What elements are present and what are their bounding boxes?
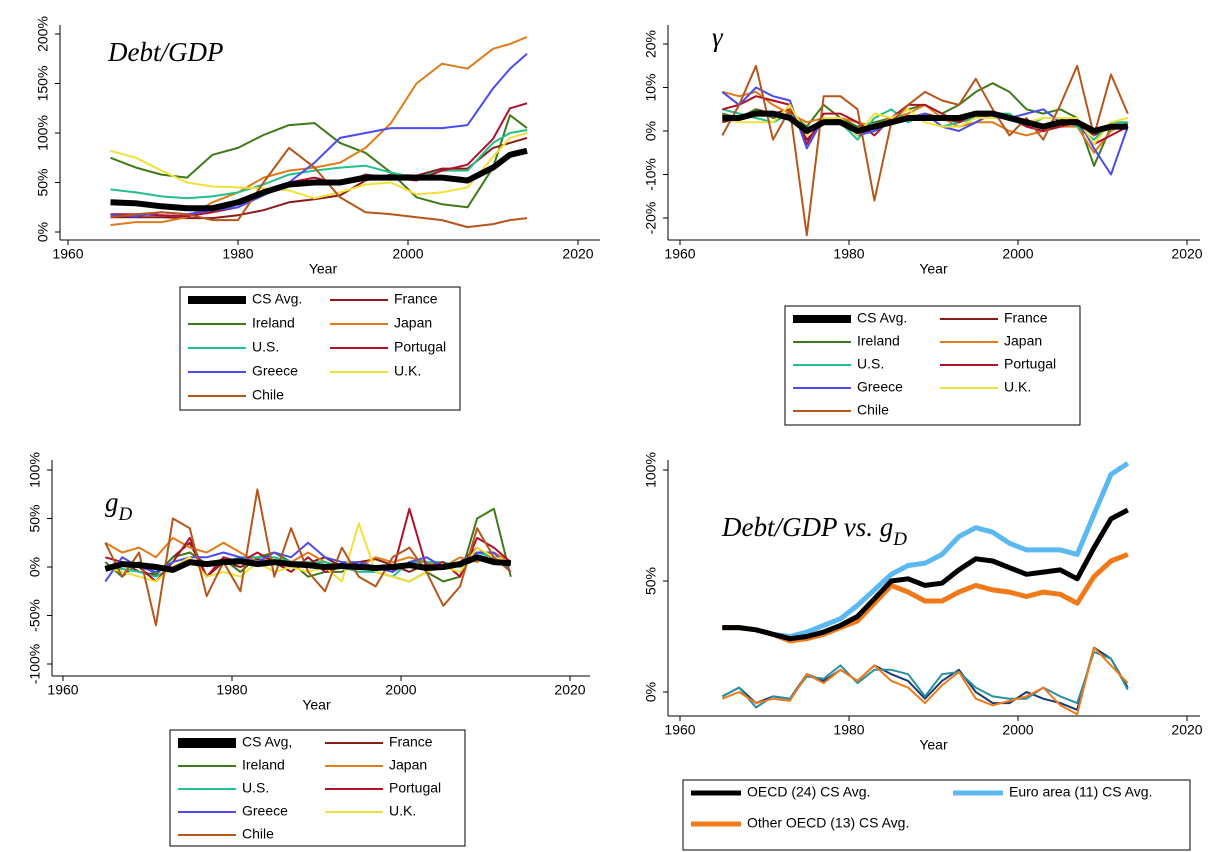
title-text: γ	[712, 22, 724, 52]
legend-label: Portugal	[394, 339, 446, 355]
legend-label: Greece	[242, 803, 288, 819]
title-text: Debt/GDP	[107, 37, 223, 67]
y-tick-label: -50%	[27, 599, 43, 632]
series-line	[722, 461, 1130, 639]
series-line	[110, 114, 528, 209]
legend-label: Other OECD (13) CS Avg.	[747, 815, 909, 831]
x-axis-label: Year	[302, 697, 331, 713]
series-line	[721, 86, 1129, 176]
legend-label: Chile	[252, 387, 284, 403]
title-text: Debt/GDP vs. g	[721, 512, 893, 542]
y-tick-label: 50%	[35, 168, 51, 196]
series-line	[104, 507, 512, 583]
series-line	[722, 110, 1128, 134]
legend-box	[179, 286, 461, 411]
x-tick-label: 2000	[1002, 722, 1033, 738]
x-tick-label: 2020	[1171, 246, 1202, 262]
series-line	[110, 132, 528, 200]
title-subscript: D	[118, 504, 133, 525]
legend-label: Greece	[252, 363, 298, 379]
legend-label: Portugal	[389, 780, 441, 796]
growth-line	[721, 651, 1129, 709]
x-tick-label: 1960	[52, 246, 83, 262]
x-tick-label: 1980	[222, 246, 253, 262]
y-tick-label: 200%	[35, 16, 51, 52]
legend-label: Greece	[857, 379, 903, 395]
series-line	[104, 554, 511, 573]
y-tick-label: 100%	[643, 452, 659, 488]
legend-label: U.S.	[252, 339, 279, 355]
legend-label: Ireland	[252, 315, 295, 331]
legend-label: U.K.	[389, 803, 416, 819]
x-tick-label: 2020	[554, 682, 585, 698]
y-tick-label: 0%	[35, 222, 51, 242]
legend-label: U.K.	[394, 363, 421, 379]
y-tick-label: 0%	[27, 557, 43, 577]
x-tick-label: 1960	[47, 682, 78, 698]
series-line	[721, 64, 1129, 237]
y-tick-label: 100%	[27, 452, 43, 488]
chart-title: Debt/GDP vs. gD	[721, 512, 907, 550]
y-tick-label: 20%	[643, 30, 659, 58]
legend-label: Ireland	[857, 333, 900, 349]
legend-label: CS Avg.	[857, 310, 907, 326]
series-line	[110, 147, 528, 212]
series-line	[104, 488, 512, 627]
series-line	[722, 552, 1129, 644]
series-line	[722, 103, 1129, 146]
x-tick-label: 2000	[1002, 246, 1033, 262]
legend-label: Japan	[394, 315, 432, 331]
x-tick-label: 1980	[833, 246, 864, 262]
title-text: g	[105, 487, 119, 517]
chart-title: Debt/GDP	[107, 37, 223, 67]
legend-label: Chile	[242, 826, 274, 842]
x-tick-label: 1980	[833, 722, 864, 738]
legend-label: France	[1004, 310, 1048, 326]
y-tick-label: -100%	[27, 644, 43, 684]
y-tick-label: -20%	[643, 202, 659, 235]
title-subscript: D	[892, 529, 907, 550]
legend-label: CS Avg,	[242, 734, 292, 750]
legend-label: Ireland	[242, 757, 285, 773]
y-tick-label: 150%	[35, 66, 51, 102]
legend-label: OECD (24) CS Avg.	[747, 784, 870, 800]
x-tick-label: 2000	[385, 682, 416, 698]
growth-line	[721, 646, 1129, 716]
legend-label: Chile	[857, 402, 889, 418]
legend-label: Japan	[389, 757, 427, 773]
series-line	[110, 53, 528, 218]
y-tick-label: -10%	[643, 158, 659, 191]
y-tick-label: 100%	[35, 115, 51, 151]
x-tick-label: 2020	[562, 246, 593, 262]
y-tick-label: 10%	[643, 73, 659, 101]
x-tick-label: 1980	[216, 682, 247, 698]
chart-title: gD	[105, 487, 133, 525]
legend-label: France	[389, 734, 433, 750]
series-line	[110, 129, 528, 200]
y-tick-label: 50%	[643, 567, 659, 595]
x-tick-label: 1960	[664, 246, 695, 262]
legend-label: Portugal	[1004, 356, 1056, 372]
x-tick-label: 2000	[392, 246, 423, 262]
x-tick-label: 2020	[1171, 722, 1202, 738]
x-tick-label: 1960	[664, 722, 695, 738]
legend-label: France	[394, 291, 438, 307]
chart-title: γ	[712, 22, 724, 52]
y-tick-label: 0%	[643, 121, 659, 141]
y-tick-label: 0%	[643, 682, 659, 702]
x-axis-label: Year	[309, 261, 338, 277]
legend-label: Japan	[1004, 333, 1042, 349]
series-line	[110, 36, 528, 227]
legend-label: U.K.	[1004, 379, 1031, 395]
legend-label: U.S.	[242, 780, 269, 796]
legend-label: U.S.	[857, 356, 884, 372]
legend-box	[682, 779, 1191, 851]
legend-label: CS Avg.	[252, 291, 302, 307]
y-tick-label: 50%	[27, 504, 43, 532]
x-axis-label: Year	[919, 261, 948, 277]
x-axis-label: Year	[919, 737, 948, 753]
legend-label: Euro area (11) CS Avg.	[1009, 784, 1152, 800]
series-line	[722, 507, 1129, 642]
